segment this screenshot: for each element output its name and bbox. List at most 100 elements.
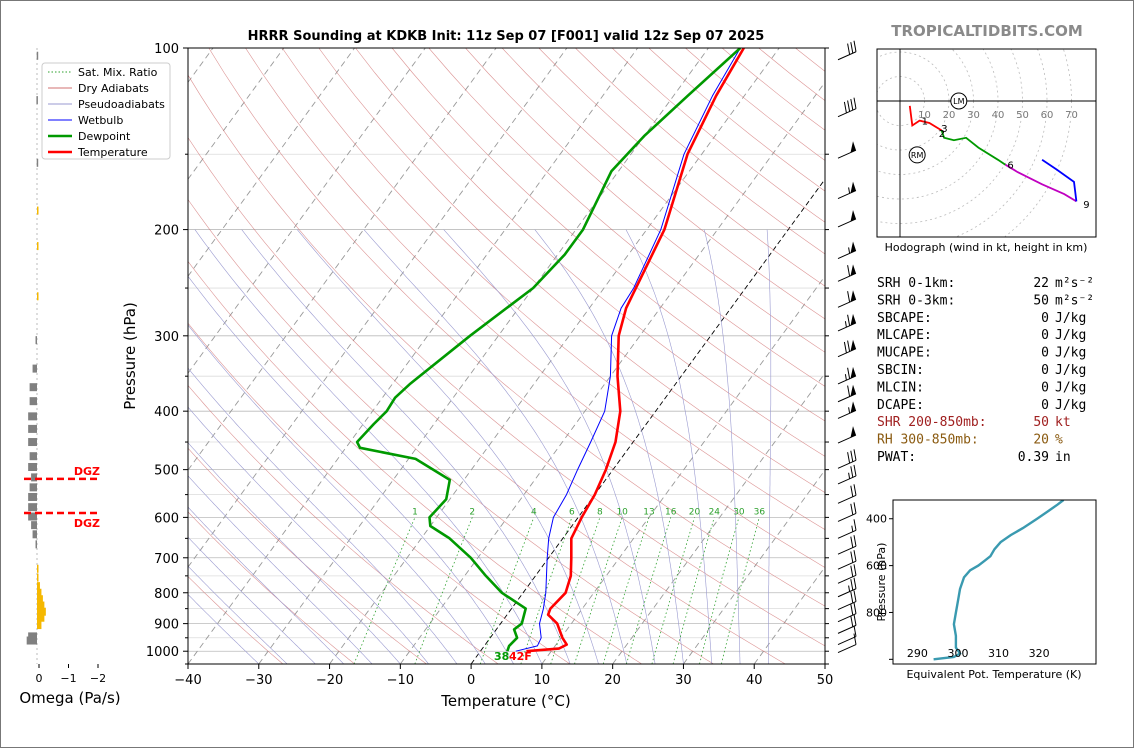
omega-bar — [36, 158, 39, 167]
barb-flag — [850, 466, 854, 478]
hodograph-marker-label: LM — [953, 97, 964, 106]
x-tick-label: 30 — [675, 673, 692, 688]
x-tick-label: 50 — [817, 673, 834, 688]
index-unit: J/kg — [1055, 363, 1086, 378]
barb-half-flag — [848, 187, 851, 194]
omega-bar — [28, 512, 37, 521]
hodograph-marker-label: RM — [911, 151, 924, 160]
barb-flag — [853, 40, 857, 52]
barb-flag — [847, 367, 851, 379]
index-value: 0.39 — [1018, 450, 1049, 465]
index-value: 0 — [1041, 311, 1049, 326]
index-unit: kt — [1055, 415, 1071, 430]
hodograph-ring-label: 60 — [1041, 110, 1054, 121]
y-tick-label: 600 — [154, 511, 179, 526]
dgz-label: DGZ — [74, 465, 100, 478]
index-value: 20 — [1033, 433, 1049, 448]
mixing-ratio-label: 24 — [709, 507, 721, 517]
barb-flag — [847, 314, 851, 326]
hodograph-ring-label: 70 — [1065, 110, 1078, 121]
legend-label: Dewpoint — [78, 130, 131, 143]
index-unit: m²s⁻² — [1055, 276, 1094, 291]
theta-e-y-tick-label: 800 — [866, 606, 887, 619]
pseudoadiabat — [188, 506, 344, 664]
y-tick-label: 100 — [154, 42, 179, 57]
dry-adiabat — [188, 385, 499, 664]
isotherm-line — [470, 178, 825, 664]
hodograph-ring-label: 30 — [967, 110, 980, 121]
index-label: SRH 0-3km: — [877, 293, 955, 308]
wind-barb — [837, 384, 857, 403]
omega-bar — [36, 51, 39, 60]
omega-bar — [29, 397, 37, 406]
wind-barb — [837, 484, 857, 504]
barb-flag — [847, 291, 851, 303]
index-value: 0 — [1041, 346, 1049, 361]
omega-bar — [29, 483, 37, 492]
barb-shaft — [837, 636, 857, 645]
mixing-ratio-label: 4 — [531, 507, 537, 517]
isotherm-line — [188, 48, 426, 374]
barb-pennant — [850, 181, 856, 194]
theta-e-frame — [892, 499, 1097, 665]
index-unit: in — [1055, 450, 1071, 465]
barb-flag — [850, 615, 854, 627]
chart-legend: Sat. Mix. Ratio Dry Adiabats Pseudoadiabat… — [41, 62, 171, 160]
omega-bar — [29, 383, 37, 392]
omega-x-tick-label: −1 — [60, 672, 76, 685]
isotherm-line — [188, 48, 568, 568]
wind-barb — [837, 141, 857, 159]
omega-bar — [28, 492, 37, 501]
skewt-ticks: −40 −30 −20 −10 0 10 20 30 40 50 100 200 300 400 500 60… — [146, 42, 833, 688]
omega-bar — [37, 242, 39, 251]
barb-shaft — [837, 298, 857, 308]
pseudoadiabat — [188, 442, 401, 664]
index-unit: J/kg — [1055, 346, 1086, 361]
barb-pennant — [850, 366, 856, 379]
x-tick-label: −10 — [387, 673, 414, 688]
dry-adiabat — [188, 576, 284, 664]
mixing-ratio-line — [574, 517, 623, 664]
wind-barb — [837, 426, 857, 444]
dry-adiabat — [188, 74, 825, 647]
x-tick-label: 40 — [746, 673, 763, 688]
wetbulb-profile — [515, 48, 741, 652]
theta-e-ylabel: Pressure (hPa) — [875, 543, 888, 622]
omega-bar — [36, 96, 38, 105]
omega-bar — [31, 473, 37, 482]
omega-bar — [28, 632, 37, 641]
omega-bar — [28, 412, 37, 421]
y-axis-label: Pressure (hPa) — [121, 302, 139, 410]
wind-barb — [837, 602, 857, 623]
index-label: SBCAPE: — [877, 311, 932, 326]
barb-flag — [847, 43, 851, 55]
barb-flag — [847, 340, 851, 352]
barb-shaft — [837, 459, 857, 469]
omega-x-tick-label: −2 — [90, 672, 106, 685]
index-value: 0 — [1041, 380, 1049, 395]
omega-bar — [37, 206, 39, 215]
barb-shaft — [837, 560, 857, 570]
wind-barb — [837, 366, 857, 385]
barb-shaft — [837, 574, 857, 584]
theta-e-x-tick-label: 300 — [947, 647, 968, 660]
index-value: 22 — [1033, 276, 1049, 291]
index-unit: J/kg — [1055, 380, 1086, 395]
wind-barb — [837, 464, 857, 485]
x-axis-label: Temperature (°C) — [440, 692, 570, 710]
hodograph-height-label: 3 — [941, 124, 947, 135]
omega-bar — [31, 521, 37, 530]
barb-flag — [850, 565, 854, 577]
dewpoint-profile — [355, 48, 742, 652]
y-tick-label: 300 — [154, 330, 179, 345]
barb-flag — [847, 385, 851, 397]
omega-bar — [29, 452, 37, 461]
mixing-ratio-label: 10 — [616, 507, 628, 517]
pseudoadiabat — [188, 565, 288, 664]
hodograph-ring-label: 50 — [1016, 110, 1029, 121]
omega-panel: DGZ DGZ 0 −1 −2 — [24, 48, 106, 685]
barb-shaft — [837, 409, 857, 419]
hodograph-height-label: 1 — [922, 117, 928, 128]
barb-flag — [850, 42, 854, 54]
omega-axis-label: Omega (Pa/s) — [19, 689, 120, 707]
